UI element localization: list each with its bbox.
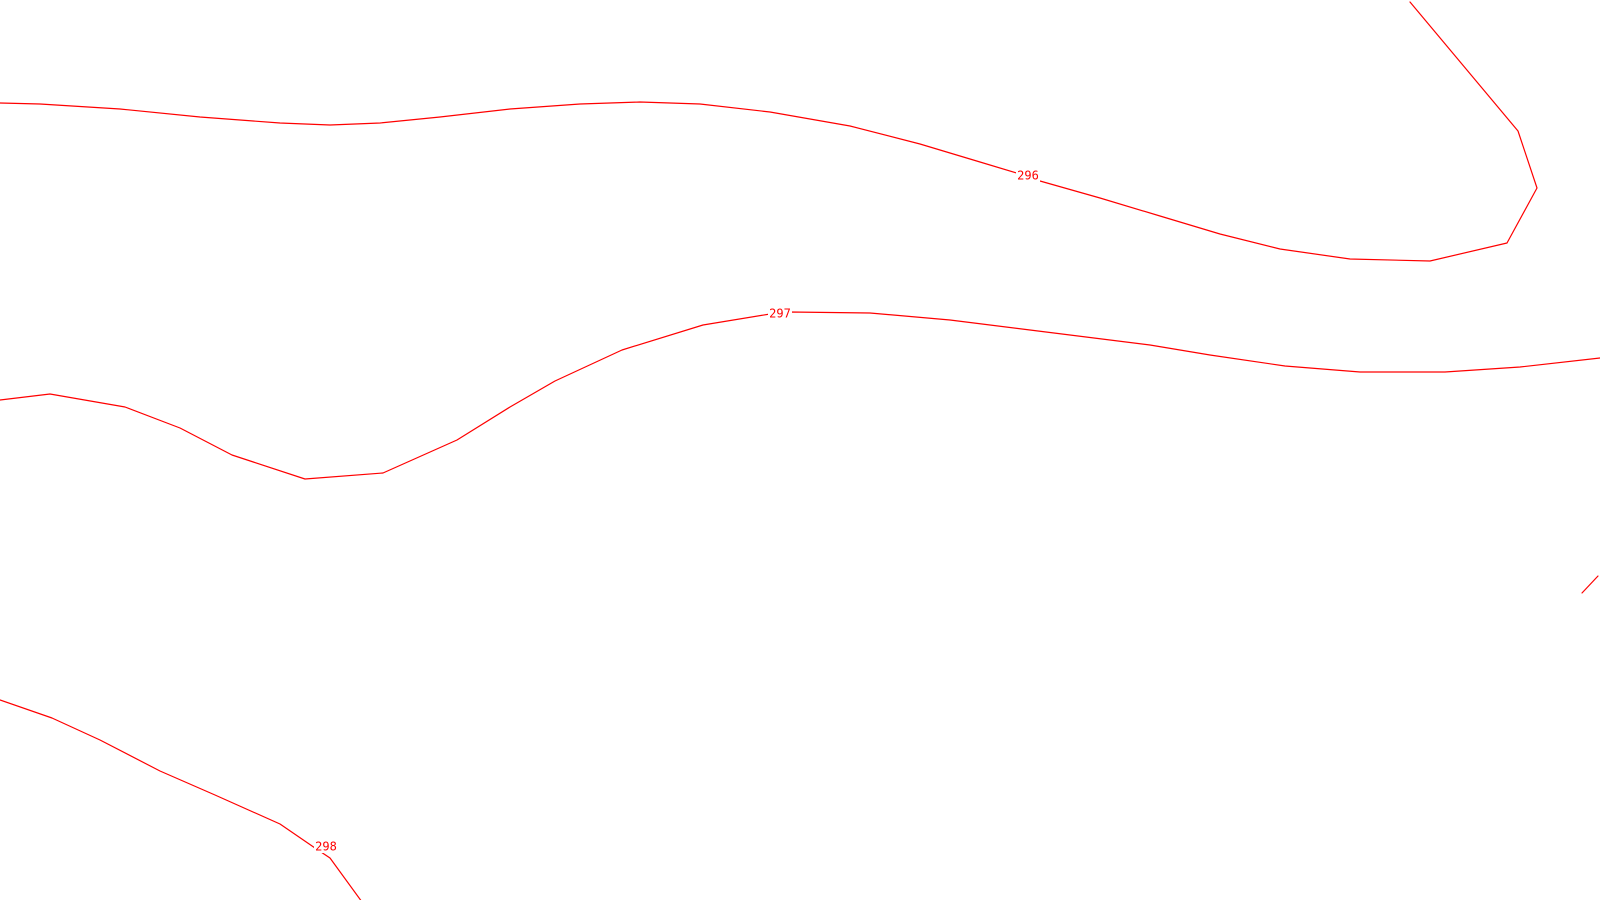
contour-297: 297 bbox=[0, 307, 1600, 480]
contour-partial-right bbox=[1581, 575, 1599, 594]
contour-296: 296 bbox=[0, 1, 1538, 262]
contour-label-296: 296 bbox=[1017, 169, 1039, 183]
contour-label-297: 297 bbox=[769, 307, 791, 321]
contour-line-partial bbox=[1581, 575, 1599, 594]
label-mask-296 bbox=[1016, 169, 1040, 182]
contour-label-298: 298 bbox=[315, 840, 337, 854]
contour-298: 298 bbox=[0, 699, 362, 900]
label-mask-298 bbox=[314, 840, 338, 853]
contour-line-297 bbox=[0, 311, 1600, 480]
label-mask-297 bbox=[768, 307, 792, 320]
contour-line-296 bbox=[0, 1, 1538, 262]
contour-line-298 bbox=[0, 699, 362, 900]
